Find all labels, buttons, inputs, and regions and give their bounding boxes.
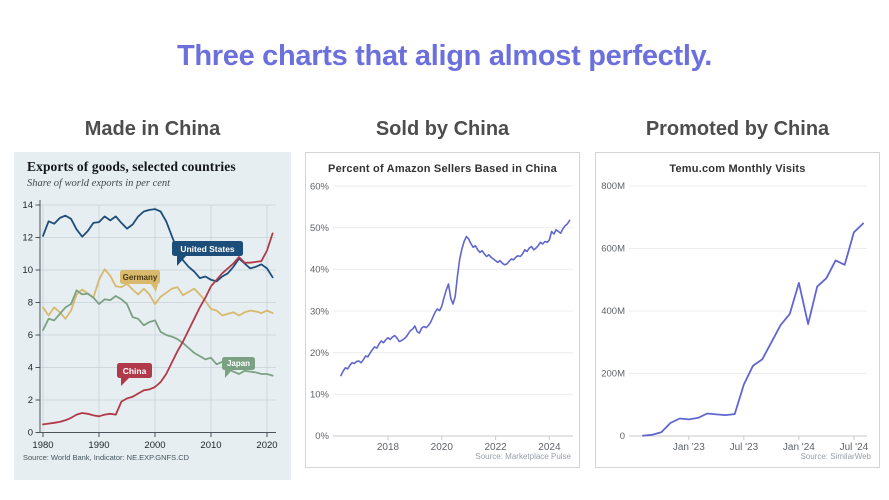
svg-text:China: China: [123, 366, 147, 376]
svg-text:0%: 0%: [315, 431, 329, 442]
temu-visits-line-chart: 0 200M 400M 600M 800M Jan '23 Jul '23 Jan '24 Ju…: [601, 181, 869, 453]
amazon-sellers-line-chart: 0% 10% 20% 30% 40% 50% 60% 2018 2020 2022 2024: [310, 181, 573, 453]
svg-text:Germany: Germany: [123, 273, 158, 282]
svg-text:30%: 30%: [310, 306, 330, 317]
exports-chart-title: Exports of goods, selected countries: [27, 159, 236, 174]
column-header-sold-by-china: Sold by China: [375, 118, 510, 140]
svg-text:600M: 600M: [601, 244, 625, 255]
svg-text:2020: 2020: [431, 442, 454, 453]
temu-visits-chart-panel: 0 200M 400M 600M 800M Jan '23 Jul '23 Jan '24 Ju…: [595, 152, 880, 468]
svg-text:Japan: Japan: [227, 359, 250, 368]
svg-text:2: 2: [28, 395, 33, 406]
svg-text:2018: 2018: [377, 442, 400, 453]
svg-text:800M: 800M: [601, 181, 625, 192]
svg-text:12: 12: [22, 233, 33, 244]
svg-text:400M: 400M: [601, 306, 625, 317]
svg-text:20%: 20%: [310, 348, 330, 359]
svg-text:4: 4: [28, 363, 33, 374]
svg-text:Jan '23: Jan '23: [673, 442, 705, 453]
svg-text:10: 10: [22, 265, 33, 276]
exports-chart-subtitle: Share of world exports in per cent: [27, 178, 171, 189]
series-label-pill: United States: [172, 241, 243, 256]
svg-text:200M: 200M: [601, 369, 625, 380]
svg-text:0: 0: [620, 431, 625, 442]
temu-visits-chart-title: Temu.com Monthly Visits: [669, 163, 806, 175]
svg-text:2010: 2010: [200, 440, 221, 451]
page-title: Three charts that align almost perfectly…: [176, 40, 713, 72]
svg-text:10%: 10%: [310, 390, 330, 401]
svg-text:Jul '24: Jul '24: [840, 442, 869, 453]
svg-text:1980: 1980: [32, 440, 53, 451]
temu-visits-chart-source: Source: SimilarWeb: [800, 452, 871, 461]
amazon-sellers-chart-panel: 0% 10% 20% 30% 40% 50% 60% 2018 2020 2022 2024 Per…: [305, 152, 580, 468]
svg-text:6: 6: [28, 330, 33, 341]
exports-line-chart: 0 2 4 6 8 10 12 14 1980 1990 2000 2010 2020 United St…: [22, 200, 278, 451]
series-label-pill: Germany: [120, 270, 160, 284]
series-label-pill: Japan: [222, 357, 255, 370]
svg-text:2020: 2020: [256, 440, 277, 451]
svg-text:2000: 2000: [144, 440, 165, 451]
svg-text:8: 8: [28, 298, 33, 309]
svg-text:50%: 50%: [310, 223, 330, 234]
svg-text:2022: 2022: [484, 442, 507, 453]
column-header-promoted-by-china: Promoted by China: [645, 118, 830, 140]
svg-text:United States: United States: [180, 244, 235, 254]
svg-text:Jul '23: Jul '23: [730, 442, 759, 453]
svg-text:1990: 1990: [88, 440, 109, 451]
amazon-sellers-chart-source: Source: Marketplace Pulse: [475, 452, 571, 461]
svg-text:2024: 2024: [538, 442, 561, 453]
svg-text:14: 14: [22, 200, 33, 211]
svg-text:0: 0: [28, 428, 33, 439]
svg-text:40%: 40%: [310, 265, 330, 276]
svg-text:Jan '24: Jan '24: [783, 442, 815, 453]
exports-chart-source: Source: World Bank, Indicator: NE.EXP.GN…: [23, 453, 190, 462]
series-label-pill: China: [117, 363, 152, 378]
exports-chart-panel: 0 2 4 6 8 10 12 14 1980 1990 2000 2010 2020 United St…: [14, 152, 291, 480]
column-header-made-in-china: Made in China: [84, 118, 221, 140]
amazon-sellers-chart-title: Percent of Amazon Sellers Based in China: [328, 163, 557, 175]
svg-text:60%: 60%: [310, 181, 330, 192]
